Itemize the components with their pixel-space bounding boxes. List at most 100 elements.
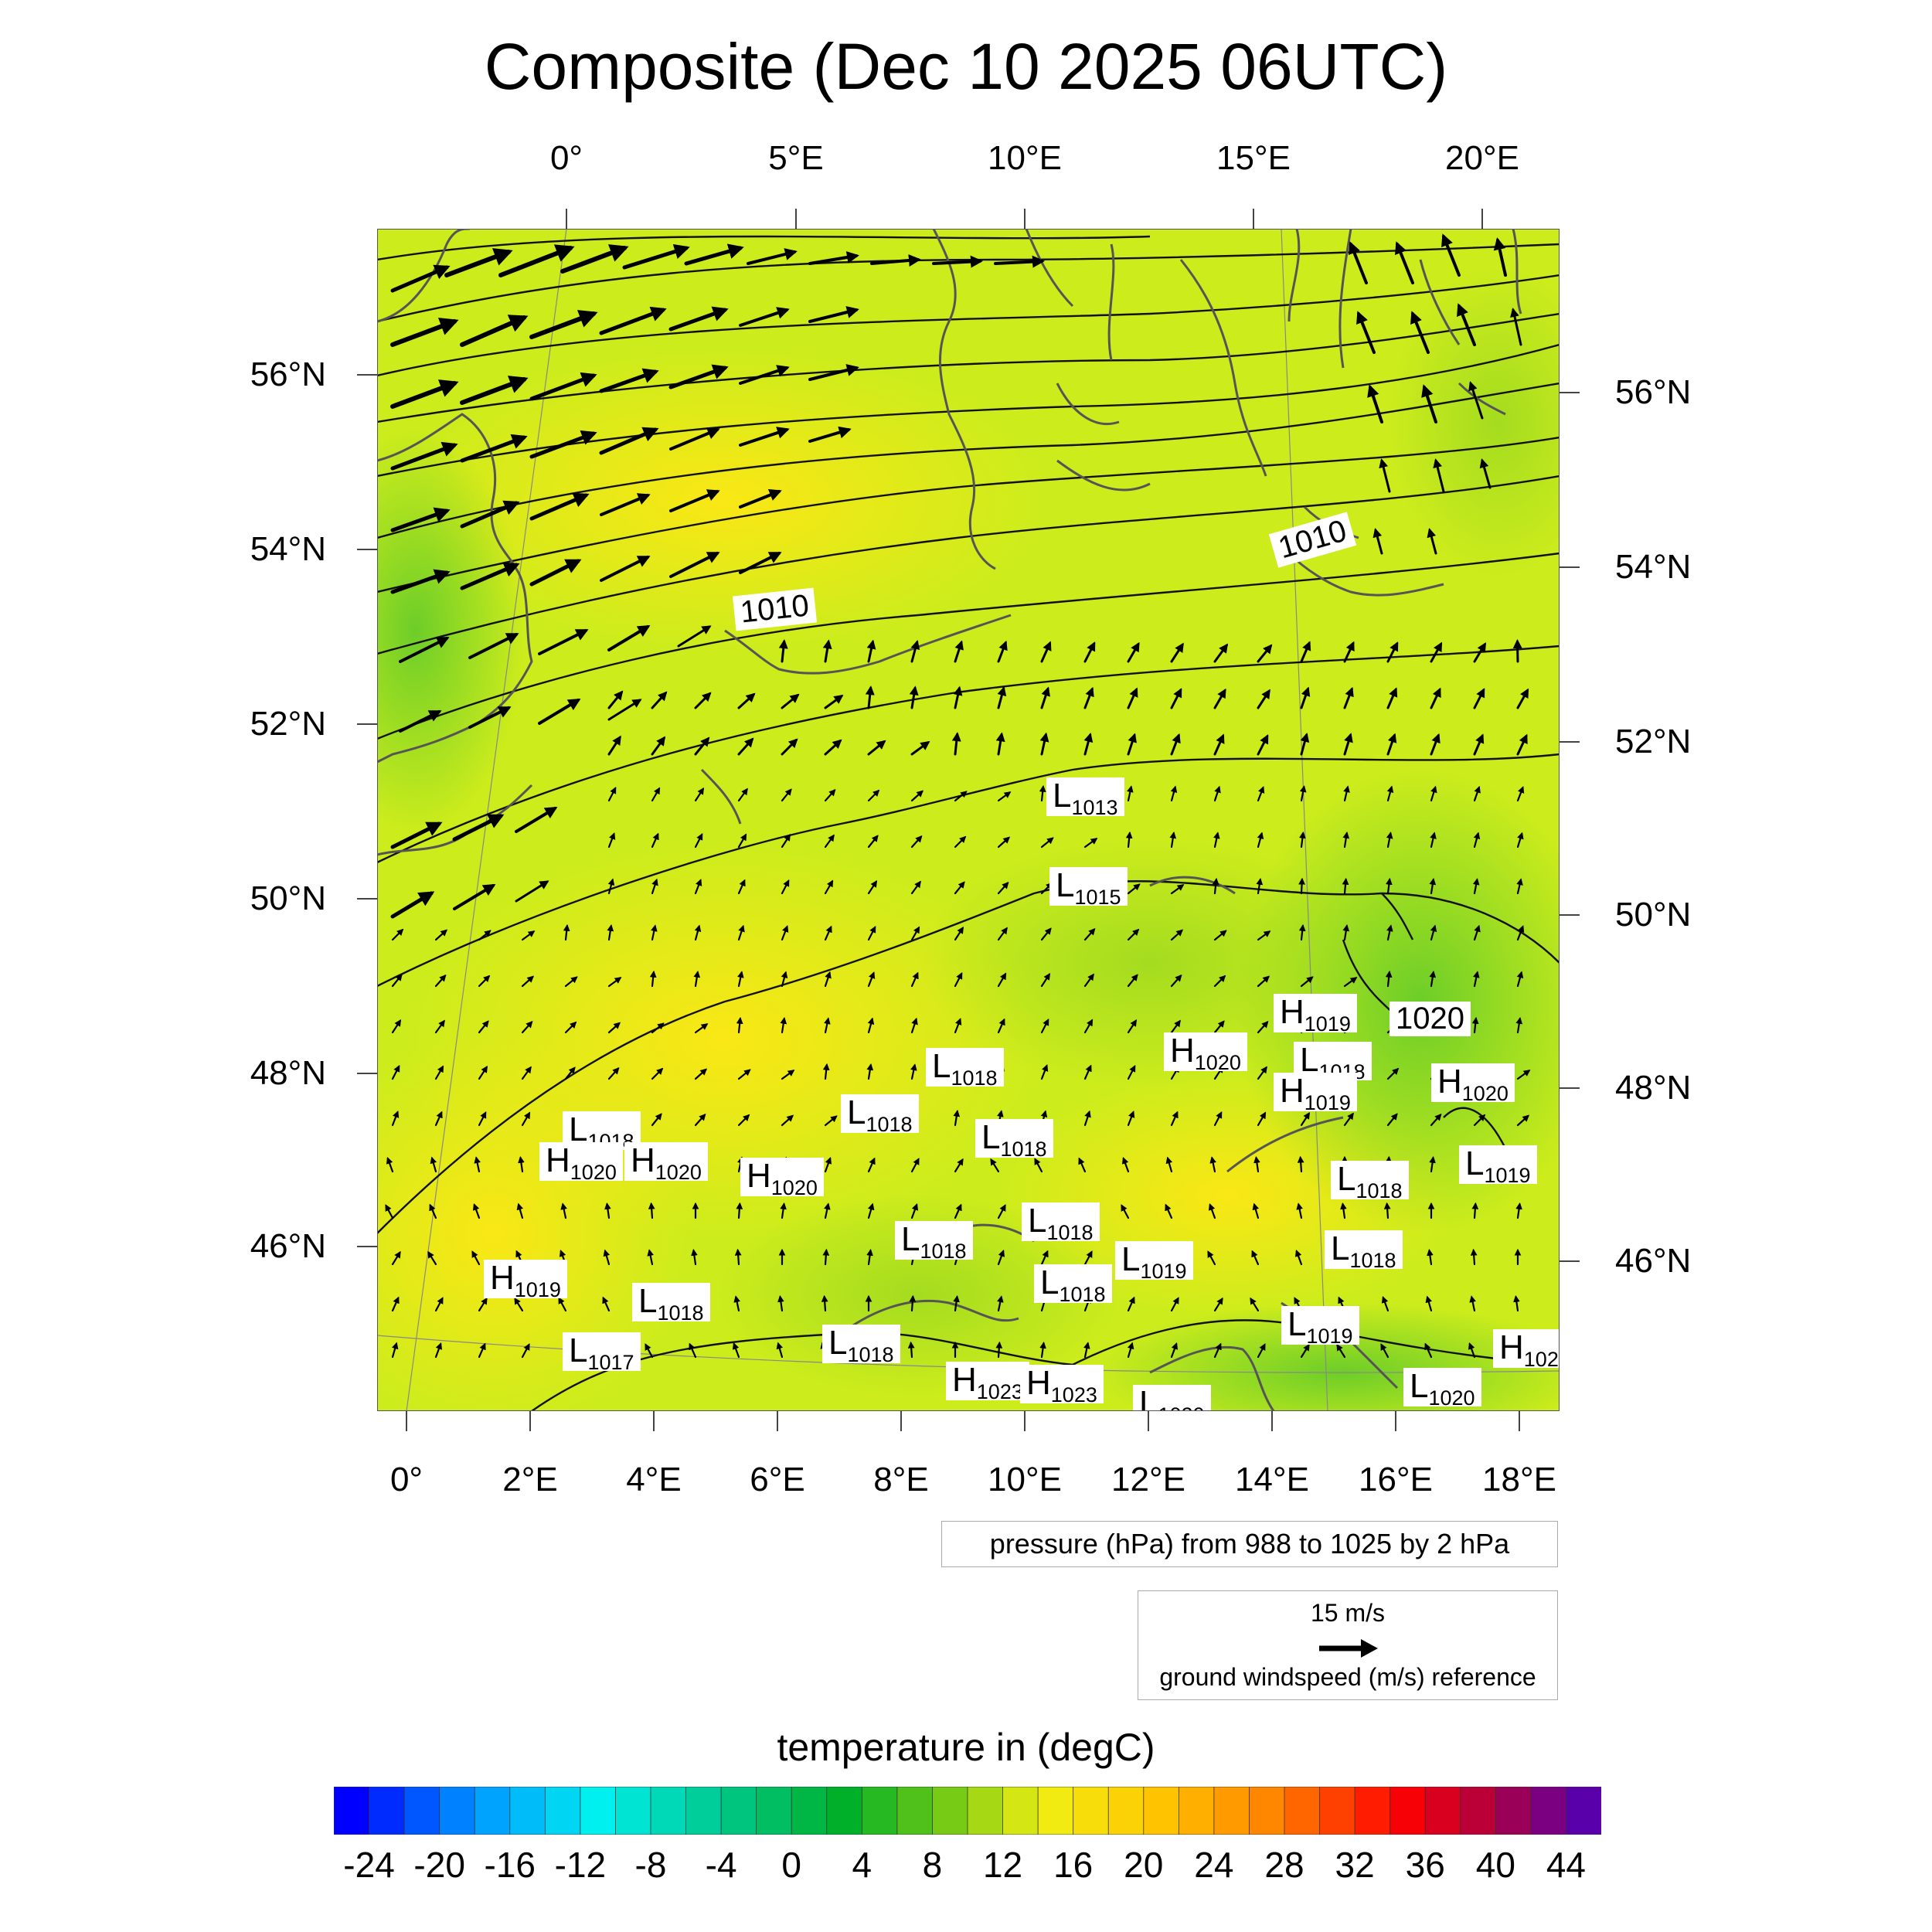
wind-arrow xyxy=(529,492,590,521)
wind-arrow xyxy=(1300,1343,1310,1359)
wind-arrow xyxy=(1078,1157,1087,1173)
wind-arrow xyxy=(1340,1202,1347,1219)
wind-arrow xyxy=(1213,688,1226,709)
wind-arrow xyxy=(600,493,651,516)
wind-arrow xyxy=(391,928,404,941)
wind-arrow xyxy=(822,639,832,663)
wind-arrow xyxy=(649,970,657,988)
wind-arrow xyxy=(781,971,788,988)
wind-arrow xyxy=(1469,1295,1476,1312)
top-lon-tick-0: 0° xyxy=(549,139,583,177)
wind-arrow xyxy=(651,878,658,895)
wind-arrow xyxy=(1516,878,1523,895)
wind-arrow xyxy=(478,1066,488,1080)
wind-arrow xyxy=(737,1114,750,1127)
pressure-center: L1018 xyxy=(1034,1264,1112,1305)
colorbar-tick-label: -20 xyxy=(413,1845,465,1885)
wind-arrow xyxy=(1343,1112,1354,1127)
wind-arrow xyxy=(478,1111,487,1127)
wind-arrow xyxy=(1429,878,1437,895)
pressure-center: L1018 xyxy=(822,1325,900,1366)
wind-arrow xyxy=(1083,973,1094,988)
wind-arrow xyxy=(1512,639,1522,663)
wind-arrow xyxy=(677,625,712,648)
wind-arrow xyxy=(1372,528,1383,555)
wind-arrow xyxy=(1516,1114,1530,1127)
wind-arrow xyxy=(1040,973,1050,988)
left-lat-tick-50n: 50°N xyxy=(250,879,326,917)
wind-arrow xyxy=(781,1114,794,1127)
wind-arrow xyxy=(1349,241,1368,284)
wind-arrow xyxy=(1430,785,1437,802)
wind-arrow xyxy=(824,925,832,941)
wind-arrow xyxy=(953,1110,961,1127)
wind-arrow xyxy=(737,1069,751,1080)
wind-arrow xyxy=(1251,1250,1260,1266)
wind-arrow xyxy=(1083,1250,1093,1266)
wind-arrow xyxy=(1039,784,1046,802)
wind-arrow xyxy=(1083,838,1098,849)
wind-arrow xyxy=(538,629,589,655)
wind-arrow xyxy=(460,500,520,529)
colorbar-cell xyxy=(1002,1787,1039,1835)
top-lon-tick-20e: 20°E xyxy=(1445,139,1519,177)
wind-arrow xyxy=(824,1115,838,1127)
wind-arrow xyxy=(1213,1020,1225,1034)
wind-arrow xyxy=(607,1066,620,1080)
colorbar-cell xyxy=(1073,1787,1110,1835)
wind-arrow xyxy=(453,883,496,910)
pressure-center: L1019 xyxy=(1281,1306,1359,1347)
wind-arrow xyxy=(390,821,443,849)
pressure-info-text: pressure (hPa) from 988 to 1025 by 2 hPa xyxy=(989,1528,1510,1560)
wind-arrow xyxy=(390,891,435,919)
wind-arrow xyxy=(1427,1249,1434,1266)
colorbar-cell xyxy=(403,1787,440,1835)
colorbar-tick-label: 0 xyxy=(781,1845,802,1885)
wind-arrow xyxy=(777,1295,784,1312)
wind-arrow xyxy=(603,1249,611,1266)
wind-arrow xyxy=(1473,785,1481,802)
wind-arrow xyxy=(1083,1064,1092,1080)
wind-arrow xyxy=(558,1297,567,1312)
wind-arrow xyxy=(390,264,451,293)
colorbar-tick-label: -16 xyxy=(484,1845,536,1885)
wind-arrow xyxy=(693,971,701,988)
wind-arrow xyxy=(430,1156,437,1173)
colorbar-cell xyxy=(474,1787,511,1835)
wind-arrow xyxy=(391,1019,401,1034)
wind-arrow xyxy=(1034,1158,1043,1173)
wind-arrow xyxy=(1127,733,1137,756)
wind-arrow xyxy=(910,740,930,756)
wind-arrow xyxy=(910,790,924,802)
wind-arrow xyxy=(434,1342,443,1359)
wind-arrow xyxy=(518,1156,525,1173)
wind-arrow xyxy=(824,694,844,709)
wind-arrow xyxy=(391,1296,400,1312)
wind-arrow xyxy=(651,1113,662,1127)
wind-arrow xyxy=(1386,877,1393,895)
wind-arrow xyxy=(1429,1156,1436,1173)
wind-arrow xyxy=(1300,733,1310,756)
wind-arrow xyxy=(1429,971,1437,988)
wind-arrow xyxy=(867,1157,876,1173)
wind-arrow xyxy=(1386,1067,1400,1080)
wind-arrow xyxy=(390,569,451,594)
pressure-center: L1015 xyxy=(1049,867,1128,908)
colorbar-cell xyxy=(509,1787,546,1835)
wind-arrow xyxy=(427,1250,437,1266)
wind-arrow xyxy=(1342,832,1350,849)
wind-arrow xyxy=(1170,1019,1181,1034)
wind-arrow xyxy=(997,640,1008,663)
wind-arrow xyxy=(824,1157,832,1173)
wind-arrow xyxy=(1343,733,1353,756)
wind-arrow xyxy=(867,880,877,895)
wind-arrow xyxy=(824,1202,831,1219)
wind-arrow xyxy=(390,507,451,532)
wind-arrow xyxy=(867,740,886,756)
wind-arrow xyxy=(954,1203,962,1219)
wind-arrow xyxy=(1127,1296,1135,1312)
wind-arrow xyxy=(1170,1111,1179,1127)
wind-arrow xyxy=(1470,1248,1478,1266)
wind-arrow xyxy=(1257,689,1270,709)
wind-arrow xyxy=(529,372,597,401)
